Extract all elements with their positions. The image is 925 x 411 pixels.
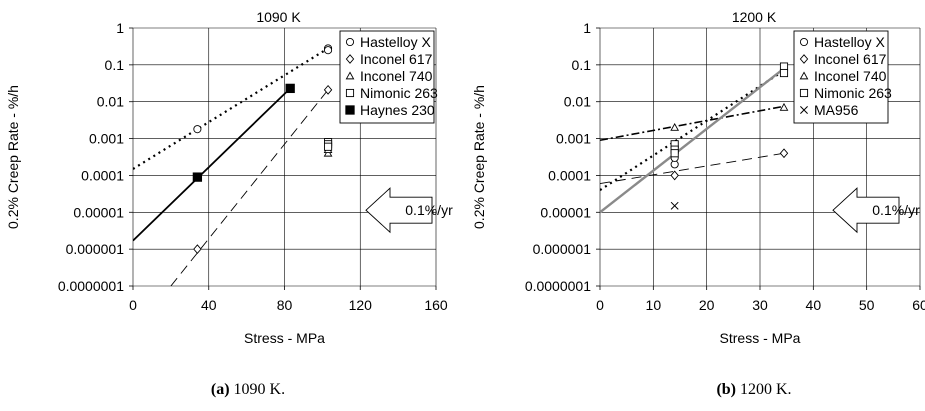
x-tick-label: 0 bbox=[129, 297, 137, 313]
legend-box bbox=[339, 30, 435, 124]
y-tick-label: 0.000001 bbox=[66, 241, 125, 257]
trend-line bbox=[133, 87, 291, 242]
legend-label: Nimonic 263 bbox=[360, 85, 438, 101]
data-point bbox=[670, 122, 680, 131]
creep-chart-1200k: 0.0000001 0.000001 0.00001 0.0001 0.001 0.01 0… bbox=[471, 9, 925, 346]
data-point bbox=[193, 125, 202, 134]
tick-labels: 0.0000001 0.000001 0.00001 0.0001 0.001 0.01 0… bbox=[525, 20, 925, 313]
arrow-label: 0.1%/yr bbox=[872, 202, 920, 218]
legend-label: Haynes 230 bbox=[360, 102, 435, 118]
axis-ticks bbox=[596, 27, 921, 290]
legend-marker bbox=[345, 88, 355, 98]
x-tick-label: 40 bbox=[806, 297, 822, 313]
legend-marker bbox=[800, 106, 808, 114]
x-tick-label: 0 bbox=[596, 297, 604, 313]
y-tick-label: 1 bbox=[583, 20, 591, 36]
y-tick-label: 0.001 bbox=[89, 131, 124, 147]
chart-title: 1090 K bbox=[256, 9, 301, 25]
trend-line bbox=[600, 69, 785, 192]
legend-label: Inconel 740 bbox=[814, 68, 887, 84]
data-point bbox=[285, 83, 295, 94]
data-point bbox=[779, 68, 789, 78]
rate-arrow-annotation: 0.1%/yr bbox=[365, 187, 453, 234]
x-tick-label: 60 bbox=[912, 297, 925, 313]
x-tick-label: 40 bbox=[201, 297, 217, 313]
data-point bbox=[193, 244, 202, 255]
y-tick-label: 0.01 bbox=[564, 94, 591, 110]
trend-lines bbox=[600, 67, 785, 214]
legend-marker bbox=[345, 37, 355, 47]
caption-b: (b) 1200 K. bbox=[716, 381, 792, 398]
trend-lines bbox=[133, 47, 329, 286]
data-point bbox=[324, 142, 333, 151]
legend-label: Inconel 740 bbox=[360, 68, 433, 84]
tick-labels: 0.0000001 0.000001 0.00001 0.0001 0.001 0.01 0… bbox=[58, 20, 448, 313]
data-point bbox=[779, 148, 789, 159]
data-point bbox=[323, 84, 333, 95]
data-point bbox=[670, 170, 679, 181]
data-point bbox=[670, 149, 679, 158]
y-tick-label: 1 bbox=[116, 20, 124, 36]
legend-box bbox=[793, 30, 889, 124]
creep-chart-1090k: 0.0000001 0.000001 0.00001 0.0001 0.001 0.01 0… bbox=[5, 9, 453, 346]
y-tick-label: 0.001 bbox=[556, 131, 591, 147]
arrow-shape bbox=[365, 187, 433, 234]
y-tick-label: 0.0000001 bbox=[58, 278, 124, 294]
legend-label: Hastelloy X bbox=[814, 34, 885, 50]
legend-marker bbox=[345, 54, 355, 64]
caption-a: (a) 1090 K. bbox=[210, 381, 286, 398]
arrow-shape bbox=[832, 187, 900, 234]
y-tick-label: 0.000001 bbox=[533, 241, 592, 257]
legend-marker bbox=[799, 54, 809, 64]
data-point bbox=[324, 46, 333, 55]
y-tick-label: 0.01 bbox=[97, 94, 124, 110]
y-tick-label: 0.1 bbox=[572, 57, 592, 73]
legend-label: Nimonic 263 bbox=[814, 85, 892, 101]
x-tick-label: 80 bbox=[277, 297, 293, 313]
legend-marker bbox=[345, 71, 355, 80]
trend-line bbox=[133, 47, 329, 170]
x-tick-label: 50 bbox=[859, 297, 875, 313]
data-point bbox=[670, 201, 679, 210]
legend-label: Inconel 617 bbox=[360, 51, 433, 67]
legend-marker bbox=[799, 88, 809, 98]
x-tick-label: 30 bbox=[752, 297, 768, 313]
trend-line bbox=[170, 89, 329, 286]
y-tick-label: 0.0001 bbox=[548, 167, 591, 183]
data-points bbox=[192, 44, 333, 255]
data-point bbox=[192, 172, 203, 182]
rate-arrow-annotation: 0.1%/yr bbox=[832, 187, 920, 234]
legend-label: Inconel 617 bbox=[814, 51, 887, 67]
x-tick-label: 160 bbox=[424, 297, 448, 313]
y-tick-label: 0.00001 bbox=[73, 204, 124, 220]
trend-line bbox=[600, 152, 785, 185]
x-tick-label: 120 bbox=[349, 297, 373, 313]
data-points bbox=[670, 62, 789, 210]
arrow-label: 0.1%/yr bbox=[405, 202, 453, 218]
x-axis-title: Stress - MPa bbox=[244, 330, 325, 346]
legend-label: Hastelloy X bbox=[360, 34, 431, 50]
data-point bbox=[779, 102, 789, 111]
trend-line bbox=[600, 105, 785, 142]
axis-ticks bbox=[129, 27, 437, 290]
y-axis-title: 0.2% Creep Rate - %/h bbox=[471, 85, 487, 229]
y-tick-label: 0.00001 bbox=[540, 204, 591, 220]
chart-panel-1090k: 0.0000001 0.000001 0.00001 0.0001 0.001 0.01 0… bbox=[0, 0, 462, 411]
y-tick-label: 0.0001 bbox=[81, 167, 124, 183]
y-axis-title: 0.2% Creep Rate - %/h bbox=[5, 85, 21, 229]
chart-panel-1200k: 0.0000001 0.000001 0.00001 0.0001 0.001 0.01 0… bbox=[462, 0, 925, 411]
y-tick-label: 0.0000001 bbox=[525, 278, 591, 294]
chart-title: 1200 K bbox=[732, 9, 777, 25]
x-tick-label: 20 bbox=[699, 297, 715, 313]
legend-marker bbox=[799, 71, 809, 80]
legend-label: MA956 bbox=[814, 102, 859, 118]
x-tick-label: 10 bbox=[646, 297, 662, 313]
trend-line bbox=[600, 67, 785, 214]
x-axis-title: Stress - MPa bbox=[720, 330, 801, 346]
legend-marker bbox=[799, 37, 809, 47]
legend-marker bbox=[345, 105, 355, 115]
y-tick-label: 0.1 bbox=[105, 57, 125, 73]
